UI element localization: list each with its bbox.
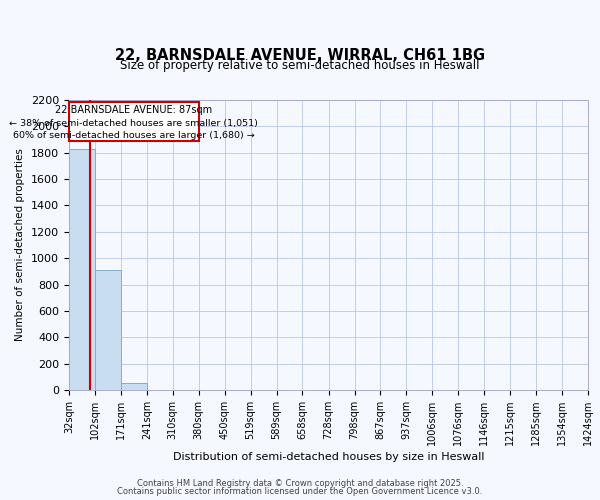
Y-axis label: Number of semi-detached properties: Number of semi-detached properties <box>16 148 25 342</box>
Bar <box>121 384 147 390</box>
Bar <box>95 270 121 390</box>
Text: Size of property relative to semi-detached houses in Heswall: Size of property relative to semi-detach… <box>120 60 480 72</box>
Bar <box>69 102 199 141</box>
Text: Contains public sector information licensed under the Open Government Licence v3: Contains public sector information licen… <box>118 487 482 496</box>
Text: 22, BARNSDALE AVENUE, WIRRAL, CH61 1BG: 22, BARNSDALE AVENUE, WIRRAL, CH61 1BG <box>115 48 485 62</box>
Bar <box>69 149 95 390</box>
Text: Contains HM Land Registry data © Crown copyright and database right 2025.: Contains HM Land Registry data © Crown c… <box>137 478 463 488</box>
Text: 60% of semi-detached houses are larger (1,680) →: 60% of semi-detached houses are larger (… <box>13 131 255 140</box>
Text: ← 38% of semi-detached houses are smaller (1,051): ← 38% of semi-detached houses are smalle… <box>10 118 259 128</box>
Text: 22 BARNSDALE AVENUE: 87sqm: 22 BARNSDALE AVENUE: 87sqm <box>55 105 212 115</box>
X-axis label: Distribution of semi-detached houses by size in Heswall: Distribution of semi-detached houses by … <box>173 452 484 462</box>
